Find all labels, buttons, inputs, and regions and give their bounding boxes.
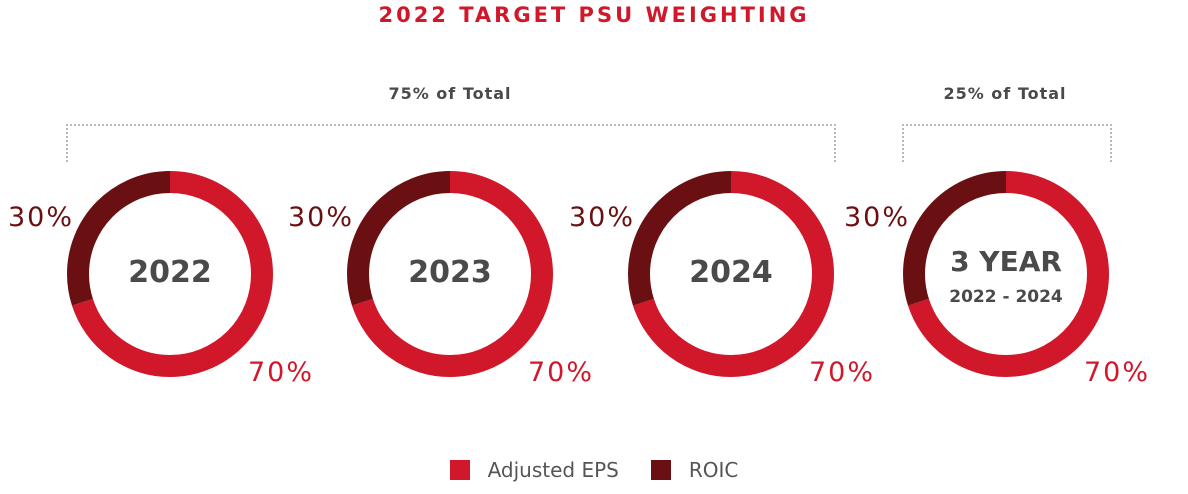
chart-title: 2022 TARGET PSU WEIGHTING bbox=[378, 3, 810, 27]
donut-chart-1: 2022 bbox=[65, 169, 275, 379]
donut-center-label: 2022 bbox=[128, 255, 212, 290]
donut-svg bbox=[347, 171, 553, 377]
donut-svg bbox=[67, 171, 273, 377]
slice-label-adjusted-eps: 70% bbox=[248, 357, 315, 388]
group-bracket-75 bbox=[66, 124, 836, 162]
slice-roic bbox=[628, 171, 834, 377]
slice-label-adjusted-eps: 70% bbox=[1084, 357, 1151, 388]
slice-label-adjusted-eps: 70% bbox=[528, 357, 595, 388]
slice-label-adjusted-eps: 70% bbox=[809, 357, 876, 388]
slice-roic bbox=[903, 171, 1109, 377]
group-label-25: 25% of Total bbox=[943, 84, 1067, 103]
slice-roic bbox=[67, 171, 273, 377]
donut-center-sublabel: 2022 - 2024 bbox=[949, 287, 1063, 307]
donut-svg bbox=[903, 171, 1109, 377]
donut-svg bbox=[628, 171, 834, 377]
donut-center-label: 2023 bbox=[408, 255, 492, 290]
legend-label-roic: ROIC bbox=[688, 458, 739, 482]
donut-chart-3: 2024 bbox=[626, 169, 836, 379]
slice-label-roic: 30% bbox=[569, 202, 636, 233]
slice-label-roic: 30% bbox=[288, 202, 355, 233]
donut-center-label: 3 YEAR bbox=[950, 245, 1062, 278]
legend-label-adjusted-eps: Adjusted EPS bbox=[487, 458, 619, 482]
donut-center-label: 2024 bbox=[689, 255, 773, 290]
donut-chart-2: 2023 bbox=[345, 169, 555, 379]
legend-swatch-roic bbox=[650, 460, 671, 480]
legend: Adjusted EPS ROIC bbox=[0, 458, 1188, 482]
slice-label-roic: 30% bbox=[8, 202, 75, 233]
slice-roic bbox=[347, 171, 553, 377]
group-bracket-25 bbox=[902, 124, 1112, 162]
slice-label-roic: 30% bbox=[844, 202, 911, 233]
legend-swatch-adjusted-eps bbox=[449, 460, 470, 480]
legend-item-roic: ROIC bbox=[650, 458, 739, 482]
group-label-75: 75% of Total bbox=[388, 84, 512, 103]
legend-item-adjusted-eps: Adjusted EPS bbox=[449, 458, 619, 482]
donut-chart-4: 2022 - 2024 3 YEAR bbox=[901, 169, 1111, 379]
